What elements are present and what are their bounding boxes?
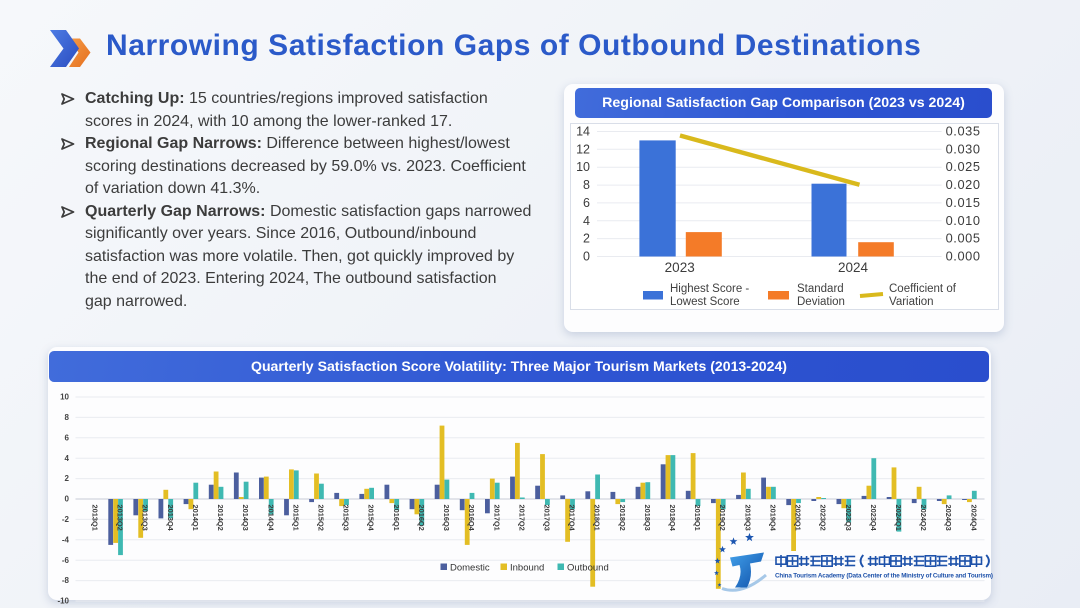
svg-text:2017Q3: 2017Q3 [542,505,551,531]
svg-text:Highest Score -: Highest Score - [670,283,749,295]
svg-text:2014Q4: 2014Q4 [266,505,275,532]
svg-text:0.000: 0.000 [946,249,981,264]
svg-text:2018Q1: 2018Q1 [592,505,601,531]
svg-text:4: 4 [583,214,590,228]
svg-text:2017Q2: 2017Q2 [517,505,526,531]
svg-text:2016Q2: 2016Q2 [416,505,425,531]
svg-text:10: 10 [576,160,590,174]
svg-text:2023Q3: 2023Q3 [843,505,852,531]
svg-text:2017Q1: 2017Q1 [492,505,501,531]
svg-text:2023Q4: 2023Q4 [868,505,877,532]
svg-text:12: 12 [576,142,590,156]
svg-text:8: 8 [64,413,69,422]
svg-text:Domestic: Domestic [450,563,490,574]
svg-text:-4: -4 [61,535,69,544]
svg-text:2014Q2: 2014Q2 [216,505,225,531]
svg-text:2023: 2023 [665,260,695,275]
svg-text:-2: -2 [61,515,69,524]
svg-text:Coefficient of: Coefficient of [889,283,957,295]
svg-text:2024Q2: 2024Q2 [919,505,928,531]
svg-text:Standard: Standard [797,283,844,295]
svg-text:6: 6 [583,196,590,210]
svg-text:2015Q1: 2015Q1 [291,505,300,531]
svg-text:-6: -6 [61,556,69,565]
svg-text:0.015: 0.015 [946,195,981,210]
svg-text:Variation: Variation [889,296,934,308]
svg-text:2013Q2: 2013Q2 [115,505,124,531]
svg-text:2015Q4: 2015Q4 [366,505,375,532]
svg-text:China Tourism Academy (Data Ce: China Tourism Academy (Data Center of th… [775,573,993,580]
svg-text:2019Q2: 2019Q2 [718,505,727,531]
svg-text:2018Q2: 2018Q2 [617,505,626,531]
svg-text:2013Q1: 2013Q1 [90,505,99,531]
svg-text:2014Q3: 2014Q3 [241,505,250,531]
svg-text:0.005: 0.005 [946,231,981,246]
svg-text:2024Q4: 2024Q4 [969,505,978,532]
svg-text:2018Q3: 2018Q3 [642,505,651,531]
svg-text:4: 4 [64,454,69,463]
svg-text:Outbound: Outbound [567,563,609,574]
svg-text:2017Q4: 2017Q4 [567,505,576,532]
svg-text:0.025: 0.025 [946,159,981,174]
svg-text:-10: -10 [57,597,69,606]
svg-text:2014Q1: 2014Q1 [190,505,199,531]
svg-text:2: 2 [583,232,590,246]
svg-text:2015Q2: 2015Q2 [316,505,325,531]
svg-text:2024Q1: 2024Q1 [894,505,903,531]
svg-text:2: 2 [64,474,69,483]
svg-text:0: 0 [583,250,590,264]
svg-text:2015Q3: 2015Q3 [341,505,350,531]
svg-text:2020Q1: 2020Q1 [793,505,802,531]
svg-text:2019Q4: 2019Q4 [768,505,777,532]
svg-text:2024Q3: 2024Q3 [944,505,953,531]
svg-text:14: 14 [576,125,590,139]
svg-text:-8: -8 [61,576,69,585]
svg-text:2019Q3: 2019Q3 [743,505,752,531]
svg-text:2019Q1: 2019Q1 [693,505,702,531]
svg-text:2016Q4: 2016Q4 [467,505,476,532]
svg-text:8: 8 [583,178,590,192]
svg-text:2013Q4: 2013Q4 [165,505,174,532]
svg-text:2016Q1: 2016Q1 [391,505,400,531]
svg-text:0.035: 0.035 [946,124,981,139]
svg-text:6: 6 [64,433,69,442]
svg-text:Inbound: Inbound [510,563,544,574]
svg-text:Deviation: Deviation [797,296,845,308]
svg-text:10: 10 [60,393,69,402]
svg-text:2024: 2024 [838,260,869,275]
svg-text:0: 0 [64,495,69,504]
svg-text:0.010: 0.010 [946,213,981,228]
svg-text:Lowest Score: Lowest Score [670,296,740,308]
svg-text:2016Q3: 2016Q3 [442,505,451,531]
svg-text:2023Q2: 2023Q2 [818,505,827,531]
svg-text:2018Q4: 2018Q4 [668,505,677,532]
svg-text:0.030: 0.030 [946,141,981,156]
svg-text:0.020: 0.020 [946,177,981,192]
svg-text:2013Q3: 2013Q3 [140,505,149,531]
